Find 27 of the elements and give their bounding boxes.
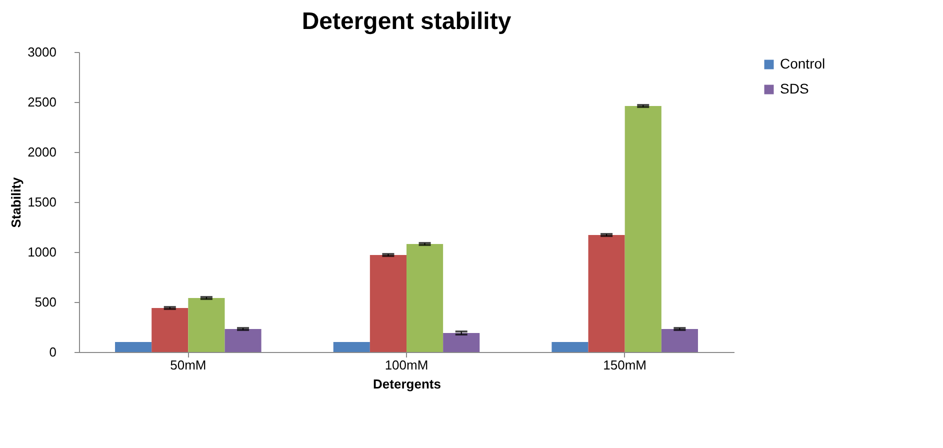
bar	[406, 244, 444, 352]
bar	[624, 106, 662, 352]
bar	[115, 342, 152, 352]
x-tick-label: 150mM	[603, 358, 647, 372]
chart-title: Detergent stability	[302, 8, 512, 35]
y-tick-label: 2000	[28, 144, 56, 160]
bar	[661, 329, 698, 352]
bar	[552, 342, 588, 352]
bar	[443, 333, 480, 352]
x-axis-title: Detergents	[373, 376, 441, 392]
y-tick-label: 2500	[28, 94, 56, 110]
y-tick-label: 1500	[28, 194, 56, 210]
y-tick-label: 0	[49, 344, 56, 360]
y-tick-label: 1000	[28, 244, 56, 260]
bar	[152, 308, 188, 352]
legend-label: SDS	[780, 80, 809, 96]
x-tick-label: 100mM	[384, 358, 428, 372]
y-tick-label: 500	[34, 294, 56, 310]
bar	[188, 298, 225, 352]
y-axis-title: Stability	[8, 176, 24, 228]
bar	[588, 235, 625, 352]
x-tick-label: 50mM	[170, 358, 206, 372]
bar	[370, 255, 406, 352]
bar	[333, 342, 370, 352]
legend-label: Control	[780, 56, 826, 72]
y-tick-label: 3000	[28, 44, 56, 60]
bar	[224, 329, 262, 352]
